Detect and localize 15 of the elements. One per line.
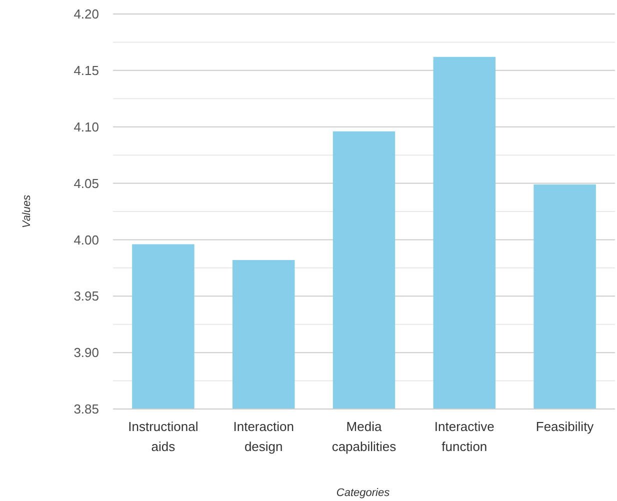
x-tick-label: Feasibility [536, 419, 594, 434]
y-tick-label: 3.95 [74, 288, 99, 304]
y-tick-label: 4.10 [74, 119, 99, 134]
y-tick-label: 3.85 [74, 402, 99, 417]
y-tick-label: 4.00 [74, 232, 99, 248]
y-tick-label: 4.15 [74, 62, 99, 78]
x-axis-title: Categories [336, 487, 390, 499]
y-tick-label: 4.20 [74, 6, 99, 22]
y-tick-label: 3.90 [74, 345, 99, 360]
x-tick-label: Interaction design [233, 419, 294, 454]
x-tick-label: Interactive function [434, 419, 494, 454]
x-tick-label: Media capabilities [332, 419, 397, 454]
y-axis-title: Values [21, 194, 33, 228]
y-tick-label: 4.05 [74, 176, 99, 191]
x-tick-label: Instructional aids [128, 419, 198, 454]
